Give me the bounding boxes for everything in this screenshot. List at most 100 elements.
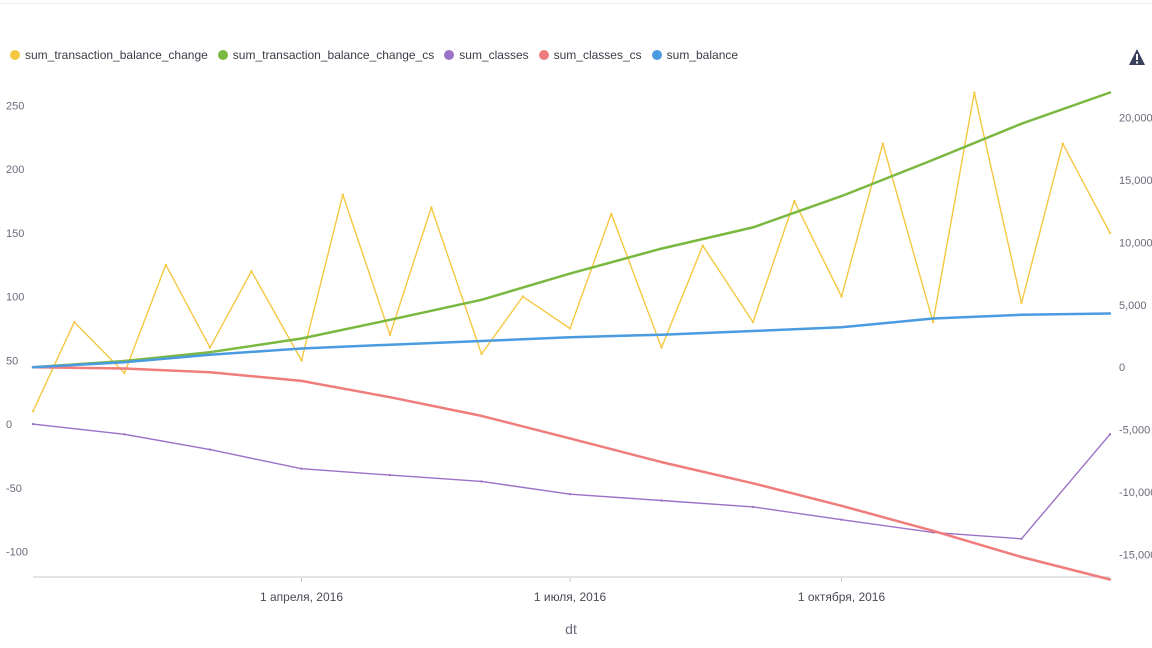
data-point-sum-transaction-balance-change xyxy=(1108,231,1112,235)
data-point-sum-transaction-balance-change-cs xyxy=(931,158,935,162)
data-point-sum-balance xyxy=(388,343,392,346)
data-point-sum-balance xyxy=(208,353,212,356)
legend-item-sum-classes-cs[interactable]: sum_classes_cs xyxy=(538,48,642,62)
x-axis: 1 апреля, 2016 1 июля, 2016 1 октября, 201… xyxy=(260,577,885,604)
y-left-tick-label: -100 xyxy=(6,547,28,559)
y-left-tick-label: 50 xyxy=(6,355,18,367)
data-point-sum-transaction-balance-change-cs xyxy=(208,351,212,354)
y-left-tick-label: 0 xyxy=(6,419,12,431)
data-point-sum-classes-cs xyxy=(388,396,392,399)
data-point-sum-transaction-balance-change xyxy=(164,263,167,266)
x-tick-label: 1 октября, 2016 xyxy=(798,590,886,604)
data-point-sum-balance xyxy=(660,333,663,336)
legend-item-sum-balance[interactable]: sum_balance xyxy=(651,48,739,62)
x-tick-label: 1 апреля, 2016 xyxy=(260,590,343,604)
data-point-sum-transaction-balance-change xyxy=(250,270,253,273)
data-point-sum-classes-cs xyxy=(840,504,843,507)
legend-dot-icon xyxy=(10,50,20,60)
warning-triangle-icon[interactable] xyxy=(1127,47,1147,67)
legend-item-sum-transaction-balance-change-cs[interactable]: sum_transaction_balance_change_cs xyxy=(217,48,435,62)
data-point-sum-transaction-balance-change xyxy=(793,199,796,203)
data-point-sum-transaction-balance-change xyxy=(208,346,212,349)
data-point-sum-classes-cs xyxy=(1020,555,1023,559)
legend-label: sum_transaction_balance_change xyxy=(25,48,208,62)
legend-dot-icon xyxy=(444,50,455,60)
data-point-sum-transaction-balance-change-cs xyxy=(840,194,843,198)
data-point-sum-transaction-balance-change xyxy=(31,410,35,413)
data-point-sum-transaction-balance-change xyxy=(751,320,755,324)
data-point-sum-classes xyxy=(31,422,35,426)
data-point-sum-transaction-balance-change xyxy=(931,320,935,324)
data-point-sum-transaction-balance-change xyxy=(300,359,303,362)
legend-label: sum_classes xyxy=(459,48,529,62)
y-left-tick-label: 250 xyxy=(6,100,24,112)
data-point-sum-balance xyxy=(31,366,35,369)
series-line-sum-balance[interactable] xyxy=(32,312,1111,369)
data-point-sum-balance xyxy=(1108,312,1112,315)
x-axis-label: dt xyxy=(565,621,577,637)
data-point-sum-transaction-balance-change xyxy=(430,206,433,209)
data-point-sum-balance xyxy=(480,339,483,343)
data-point-sum-classes xyxy=(568,493,572,496)
data-point-sum-transaction-balance-change xyxy=(610,212,613,215)
data-point-sum-transaction-balance-change xyxy=(73,320,76,324)
legend-label: sum_balance xyxy=(666,48,739,62)
legend-dot-icon xyxy=(538,50,549,60)
legend-item-sum-classes[interactable]: sum_classes xyxy=(444,48,529,62)
data-point-sum-classes xyxy=(208,448,212,451)
data-point-sum-balance xyxy=(568,336,572,339)
data-point-sum-classes xyxy=(1108,433,1112,436)
y-axis-left: 250 200 150 100 50 0 -50 -100 xyxy=(6,100,28,558)
legend-label: sum_transaction_balance_change_cs xyxy=(232,48,435,62)
data-point-sum-classes-cs xyxy=(480,414,483,418)
data-point-sum-balance xyxy=(123,361,126,364)
data-point-sum-transaction-balance-change-cs xyxy=(751,226,755,229)
data-point-sum-classes-cs xyxy=(660,460,663,464)
series-line-sum-classes-cs[interactable] xyxy=(32,365,1111,581)
data-point-sum-classes xyxy=(1020,537,1023,540)
data-point-sum-transaction-balance-change-cs xyxy=(1020,122,1023,125)
series-line-sum-classes[interactable] xyxy=(32,423,1111,540)
data-point-sum-transaction-balance-change-cs xyxy=(1108,91,1112,94)
data-point-sum-classes xyxy=(751,505,755,509)
series-line-sum-transaction-balance-change[interactable] xyxy=(32,91,1111,412)
data-point-sum-transaction-balance-change xyxy=(973,91,976,94)
y-right-tick-label: -5,000 xyxy=(1119,425,1150,437)
chart-legend: sum_transaction_balance_change sum_trans… xyxy=(10,45,738,65)
data-point-sum-transaction-balance-change xyxy=(480,352,483,356)
data-point-sum-classes-cs xyxy=(123,367,126,370)
legend-label: sum_classes_cs xyxy=(553,48,642,62)
y-axis-right: 20,000 15,000 10,000 5,000 0 -5,000 -10,000 -15… xyxy=(1119,112,1152,561)
data-point-sum-classes xyxy=(388,473,392,477)
data-point-sum-classes-cs xyxy=(568,437,572,440)
x-tick-label: 1 июля, 2016 xyxy=(534,590,607,604)
series-layer xyxy=(31,91,1112,581)
y-right-tick-label: 0 xyxy=(1119,362,1125,374)
data-point-sum-balance xyxy=(840,326,843,329)
legend-dot-icon xyxy=(217,50,228,60)
data-point-sum-transaction-balance-change-cs xyxy=(388,318,392,321)
data-point-sum-transaction-balance-change xyxy=(521,295,524,298)
data-point-sum-classes-cs xyxy=(300,379,303,383)
legend-item-sum-transaction-balance-change[interactable]: sum_transaction_balance_change xyxy=(10,48,208,62)
data-point-sum-classes xyxy=(840,518,843,521)
data-point-sum-classes-cs xyxy=(1108,578,1112,581)
data-point-sum-transaction-balance-change-cs xyxy=(660,247,663,250)
y-right-tick-label: 10,000 xyxy=(1119,237,1152,249)
y-left-tick-label: 150 xyxy=(6,228,24,240)
data-point-sum-transaction-balance-change-cs xyxy=(568,272,572,275)
legend-dot-icon xyxy=(651,50,662,60)
data-point-sum-classes xyxy=(300,467,303,470)
data-point-sum-classes-cs xyxy=(751,482,755,485)
y-right-tick-label: 5,000 xyxy=(1119,300,1147,312)
top-border xyxy=(0,0,1152,4)
data-point-sum-transaction-balance-change xyxy=(1020,301,1023,305)
data-point-sum-transaction-balance-change xyxy=(881,142,884,145)
data-point-sum-balance xyxy=(751,329,755,333)
data-point-sum-transaction-balance-change xyxy=(123,371,126,375)
data-point-sum-balance xyxy=(300,347,303,350)
y-left-tick-label: 200 xyxy=(6,164,24,176)
y-right-tick-label: -10,000 xyxy=(1119,487,1152,499)
data-point-sum-transaction-balance-change xyxy=(840,295,843,298)
